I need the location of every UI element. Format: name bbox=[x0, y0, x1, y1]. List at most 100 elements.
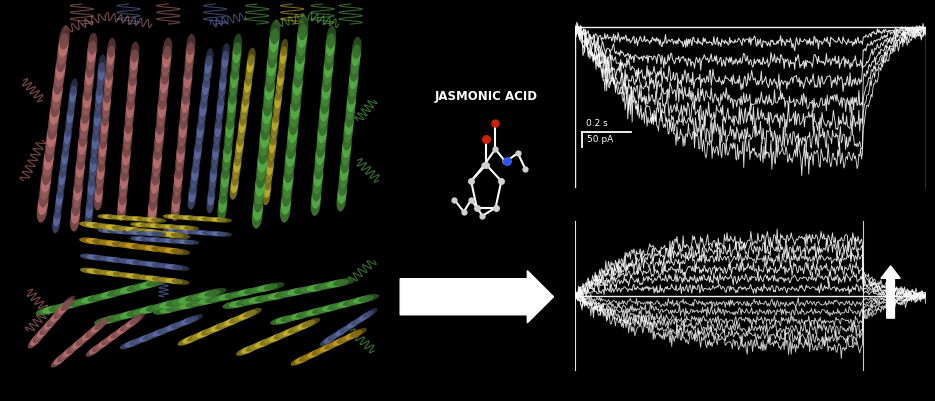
Ellipse shape bbox=[123, 129, 132, 150]
Ellipse shape bbox=[218, 200, 226, 221]
Ellipse shape bbox=[212, 142, 220, 160]
Ellipse shape bbox=[237, 121, 246, 140]
Ellipse shape bbox=[266, 68, 276, 92]
Ellipse shape bbox=[210, 322, 229, 332]
Ellipse shape bbox=[94, 190, 103, 211]
Ellipse shape bbox=[44, 314, 59, 330]
Ellipse shape bbox=[338, 166, 349, 188]
Ellipse shape bbox=[341, 144, 351, 166]
Ellipse shape bbox=[294, 56, 305, 80]
Ellipse shape bbox=[257, 284, 278, 292]
Ellipse shape bbox=[198, 290, 221, 299]
Ellipse shape bbox=[106, 225, 124, 231]
Ellipse shape bbox=[86, 255, 105, 260]
Ellipse shape bbox=[325, 33, 336, 56]
Ellipse shape bbox=[295, 354, 312, 364]
Ellipse shape bbox=[51, 86, 62, 110]
Ellipse shape bbox=[134, 335, 151, 344]
Ellipse shape bbox=[191, 163, 199, 181]
Ellipse shape bbox=[280, 314, 301, 322]
Ellipse shape bbox=[286, 135, 296, 159]
Ellipse shape bbox=[255, 294, 278, 302]
Ellipse shape bbox=[153, 307, 174, 315]
Ellipse shape bbox=[112, 215, 127, 220]
Ellipse shape bbox=[49, 108, 59, 132]
Ellipse shape bbox=[178, 336, 196, 346]
Ellipse shape bbox=[233, 154, 241, 173]
Ellipse shape bbox=[312, 171, 323, 194]
Ellipse shape bbox=[97, 70, 105, 88]
Ellipse shape bbox=[49, 303, 71, 312]
Ellipse shape bbox=[88, 322, 104, 336]
Ellipse shape bbox=[87, 184, 94, 203]
Ellipse shape bbox=[133, 281, 155, 290]
Ellipse shape bbox=[269, 136, 277, 153]
Ellipse shape bbox=[77, 148, 86, 170]
Ellipse shape bbox=[154, 238, 170, 243]
Ellipse shape bbox=[216, 104, 223, 122]
Ellipse shape bbox=[50, 93, 61, 117]
Ellipse shape bbox=[267, 44, 278, 68]
Ellipse shape bbox=[209, 165, 217, 183]
Ellipse shape bbox=[296, 320, 316, 330]
Ellipse shape bbox=[151, 263, 170, 268]
Ellipse shape bbox=[223, 301, 245, 309]
Ellipse shape bbox=[93, 255, 111, 261]
Ellipse shape bbox=[187, 230, 203, 235]
Ellipse shape bbox=[36, 306, 58, 315]
Ellipse shape bbox=[151, 172, 160, 194]
Ellipse shape bbox=[220, 175, 229, 196]
Ellipse shape bbox=[205, 288, 226, 297]
Ellipse shape bbox=[101, 290, 122, 299]
Ellipse shape bbox=[200, 91, 209, 109]
Ellipse shape bbox=[127, 216, 142, 221]
Ellipse shape bbox=[88, 293, 109, 302]
Ellipse shape bbox=[261, 108, 272, 132]
Ellipse shape bbox=[92, 131, 99, 150]
Ellipse shape bbox=[86, 222, 105, 229]
Ellipse shape bbox=[322, 77, 331, 100]
Ellipse shape bbox=[112, 258, 131, 263]
Ellipse shape bbox=[154, 130, 164, 152]
Ellipse shape bbox=[218, 89, 225, 106]
Ellipse shape bbox=[108, 38, 116, 58]
Ellipse shape bbox=[62, 140, 70, 158]
Ellipse shape bbox=[192, 156, 200, 174]
Ellipse shape bbox=[137, 231, 151, 236]
Ellipse shape bbox=[59, 161, 67, 178]
Ellipse shape bbox=[121, 152, 130, 174]
Ellipse shape bbox=[106, 241, 124, 247]
Ellipse shape bbox=[317, 128, 326, 150]
Ellipse shape bbox=[96, 168, 105, 188]
Ellipse shape bbox=[120, 168, 129, 189]
Ellipse shape bbox=[264, 180, 271, 198]
Ellipse shape bbox=[219, 73, 226, 91]
Ellipse shape bbox=[99, 240, 118, 246]
Ellipse shape bbox=[209, 173, 217, 190]
Ellipse shape bbox=[80, 109, 90, 132]
Ellipse shape bbox=[232, 168, 239, 186]
Ellipse shape bbox=[120, 310, 142, 319]
Ellipse shape bbox=[264, 282, 284, 290]
Ellipse shape bbox=[308, 348, 324, 358]
Ellipse shape bbox=[108, 329, 123, 341]
Ellipse shape bbox=[72, 194, 81, 216]
Ellipse shape bbox=[86, 345, 101, 357]
Ellipse shape bbox=[222, 51, 229, 68]
Ellipse shape bbox=[293, 71, 303, 95]
Ellipse shape bbox=[96, 77, 104, 96]
Ellipse shape bbox=[206, 48, 213, 67]
Ellipse shape bbox=[193, 216, 208, 221]
Ellipse shape bbox=[97, 62, 106, 81]
Ellipse shape bbox=[50, 101, 60, 125]
Ellipse shape bbox=[86, 48, 96, 70]
Ellipse shape bbox=[119, 176, 128, 197]
Ellipse shape bbox=[185, 300, 207, 308]
Ellipse shape bbox=[256, 156, 267, 180]
Ellipse shape bbox=[93, 239, 111, 245]
Ellipse shape bbox=[127, 230, 142, 235]
Ellipse shape bbox=[205, 295, 226, 303]
Ellipse shape bbox=[129, 57, 138, 79]
Ellipse shape bbox=[82, 87, 92, 109]
Ellipse shape bbox=[125, 259, 144, 265]
